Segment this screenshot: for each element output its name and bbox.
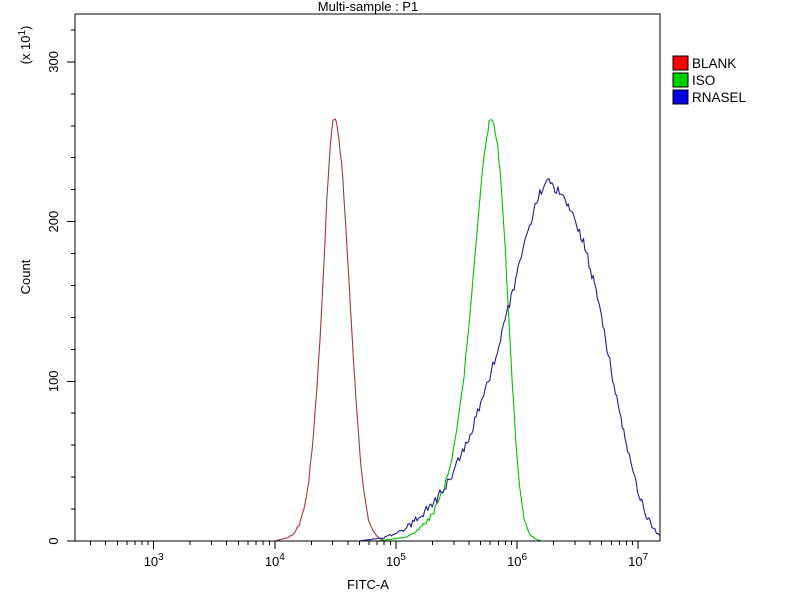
curve-blank [262, 118, 396, 541]
curve-iso [359, 119, 554, 541]
legend-label-rnasel: RNASEL [692, 90, 747, 105]
y-axis-label: Count [18, 259, 33, 294]
x-tick-label: 103 [144, 552, 164, 569]
legend-item-iso: ISO [672, 72, 715, 88]
x-tick-label: 105 [386, 552, 406, 569]
legend-label-iso: ISO [692, 73, 715, 88]
plot-border [74, 13, 661, 542]
x-tick-label: 106 [507, 552, 527, 569]
curves-layer [262, 118, 660, 541]
curve-rnasel [359, 178, 660, 541]
y-tick-label: 0 [46, 537, 61, 544]
axes-layer: 103 104 105 106 107 0 100 200 300 (x 101) [17, 13, 661, 569]
y-tick-label: 300 [46, 51, 61, 73]
y-tick-label: 100 [46, 370, 61, 392]
legend-item-rnasel: RNASEL [672, 89, 747, 105]
legend-swatch-blank [672, 55, 689, 71]
legend-label-blank: BLANK [692, 56, 736, 71]
y-tick-label: 200 [46, 211, 61, 233]
x-tick-label: 107 [628, 552, 648, 569]
y-axis-multiplier: (x 101) [17, 26, 33, 65]
legend-item-blank: BLANK [672, 55, 736, 71]
legend: BLANK ISO RNASEL [672, 55, 747, 105]
legend-swatch-iso [672, 72, 689, 88]
chart-title: Multi-sample : P1 [318, 0, 418, 14]
x-axis-label: FITC-A [347, 577, 389, 592]
legend-swatch-rnasel [672, 89, 689, 105]
x-tick-label: 104 [265, 552, 285, 569]
